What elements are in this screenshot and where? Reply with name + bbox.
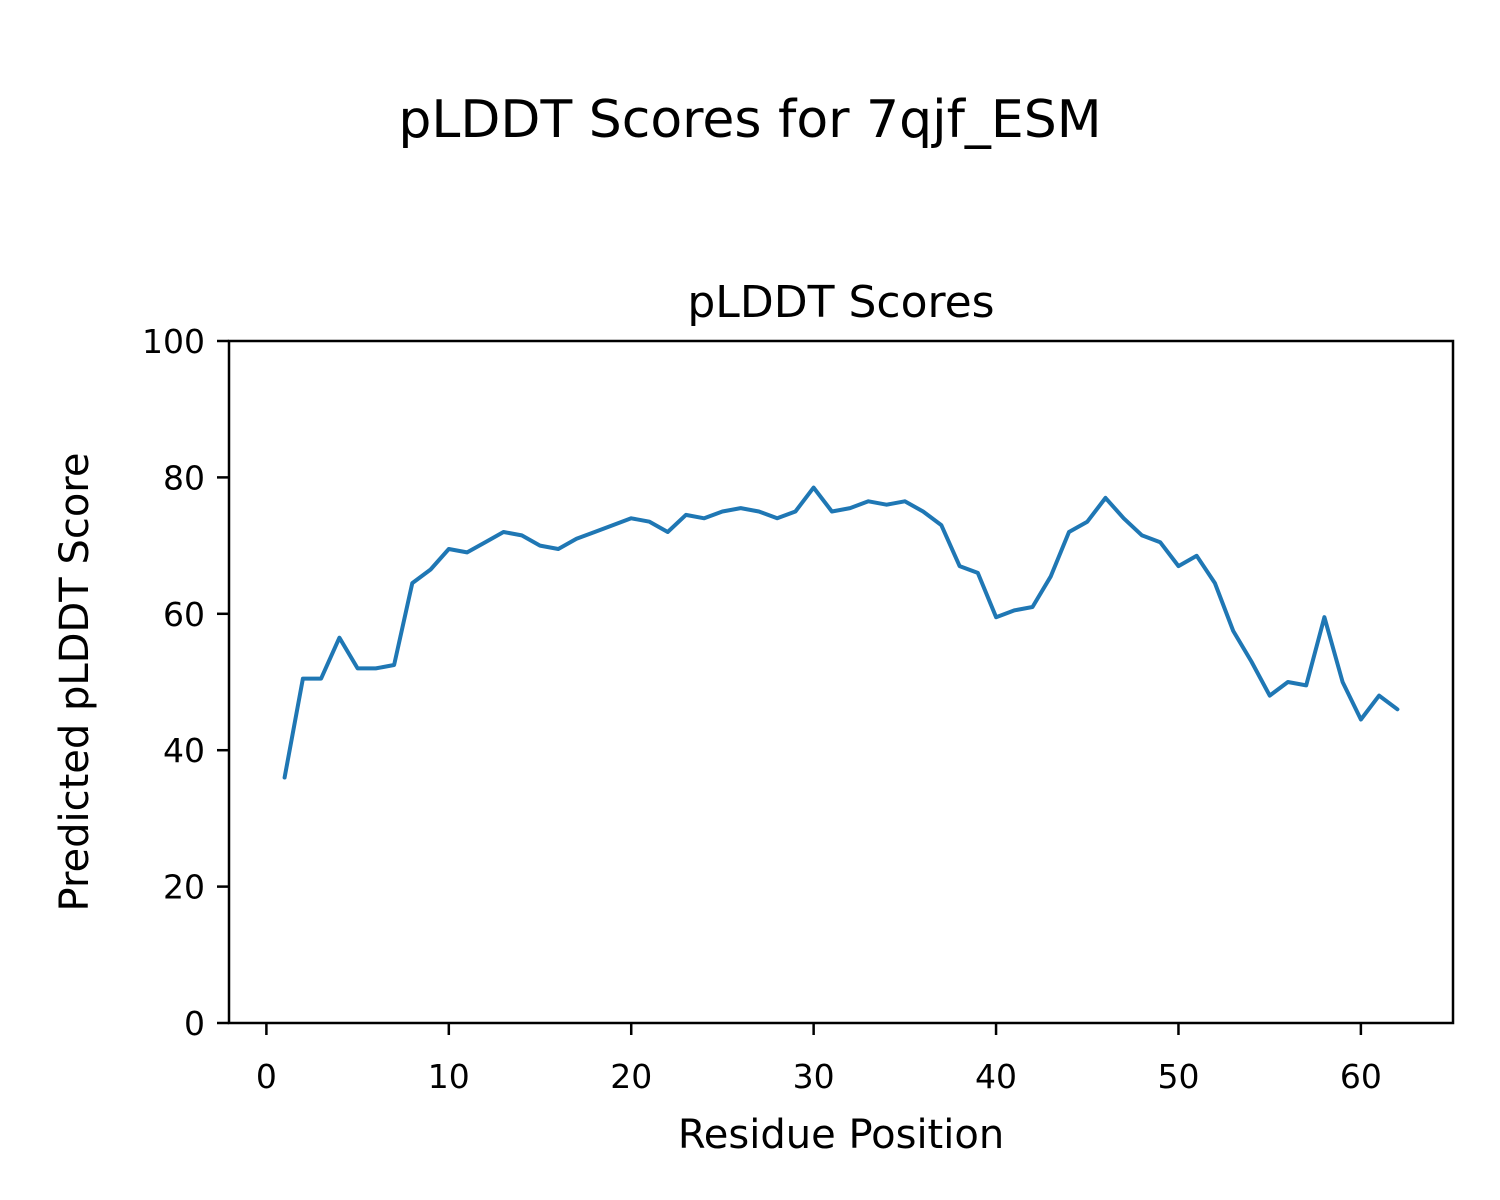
- y-tick-label: 80: [163, 458, 205, 497]
- axes-spines: [227, 339, 1455, 1025]
- y-tick-label: 40: [163, 731, 205, 770]
- y-tick-label: 60: [163, 595, 205, 634]
- plot-area: 0 10 20 30 40 50 60 0 20 40 60 80 100: [142, 322, 1455, 1096]
- plddt-line-series: [282, 485, 1400, 780]
- axes-title: pLDDT Scores: [687, 277, 994, 328]
- y-axis-label: Predicted pLDDT Score: [52, 453, 98, 912]
- figure-suptitle: pLDDT Scores for 7qjf_ESM: [398, 90, 1101, 150]
- x-tick-label: 50: [1157, 1057, 1199, 1096]
- x-tick-label: 0: [256, 1057, 277, 1096]
- x-axis-label: Residue Position: [678, 1112, 1004, 1158]
- x-tick-label: 40: [975, 1057, 1017, 1096]
- x-tick-label: 20: [610, 1057, 652, 1096]
- x-tick-label: 10: [428, 1057, 470, 1096]
- x-tick-label: 30: [793, 1057, 835, 1096]
- y-tick-label: 20: [163, 868, 205, 907]
- y-tick-label: 0: [184, 1004, 205, 1043]
- y-tick-label: 100: [142, 322, 205, 361]
- x-tick-label: 60: [1340, 1057, 1382, 1096]
